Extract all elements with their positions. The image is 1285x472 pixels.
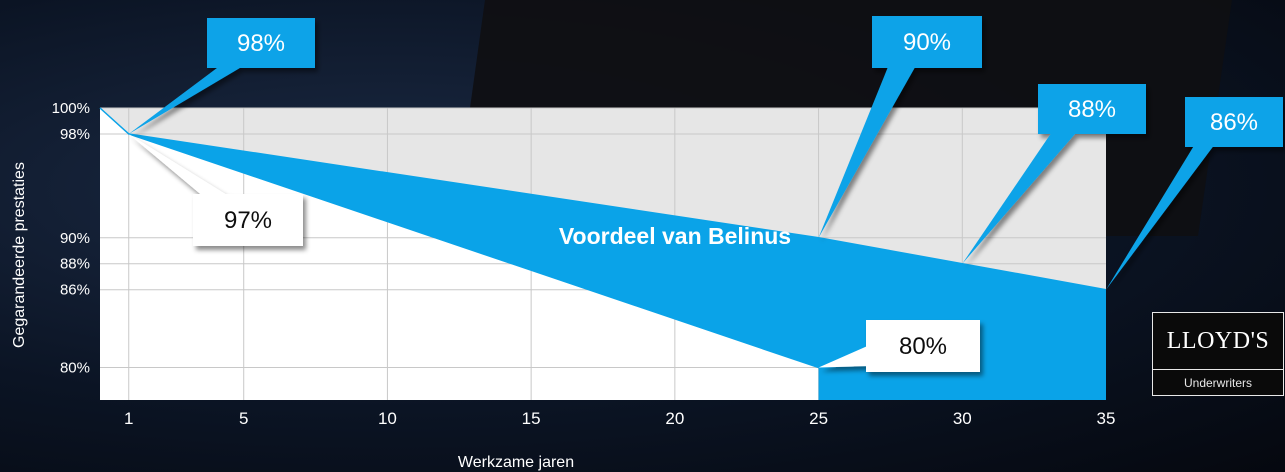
x-axis-title: Werkzame jaren xyxy=(458,454,574,471)
y-tick-label: 88% xyxy=(60,256,90,273)
callout-98-pct: 98% xyxy=(128,18,315,134)
callout-box xyxy=(872,16,982,68)
callout-box xyxy=(193,194,303,246)
x-tick-label: 15 xyxy=(522,409,541,428)
callout-86-pct: 86% xyxy=(1106,97,1283,290)
callout-label: 88% xyxy=(1068,96,1116,123)
x-tick-label: 25 xyxy=(809,409,828,428)
y-tick-label: 86% xyxy=(60,282,90,299)
x-tick-label: 30 xyxy=(953,409,972,428)
callout-pointer xyxy=(962,126,1082,264)
callout-label: 90% xyxy=(903,29,951,56)
callout-label: 97% xyxy=(224,207,272,234)
callout-box xyxy=(866,320,980,372)
y-tick-label: 100% xyxy=(52,100,90,117)
region-label: Voordeel van Belinus xyxy=(559,223,791,249)
callout-pointer xyxy=(818,344,872,368)
logo-name: LLOYD'S xyxy=(1153,313,1283,370)
x-tick-label: 20 xyxy=(665,409,684,428)
callout-97-pct: 97% xyxy=(128,133,303,246)
callout-90-pct: 90% xyxy=(818,16,982,238)
callout-box xyxy=(1038,84,1146,134)
callout-label: 98% xyxy=(237,30,285,57)
x-tick-label: 35 xyxy=(1097,409,1116,428)
x-tick-label: 1 xyxy=(124,409,133,428)
y-axis-title: Gegarandeerde prestaties xyxy=(11,162,28,348)
callout-pointer xyxy=(128,62,250,134)
callout-pointer xyxy=(1106,144,1215,290)
backdrop-panel xyxy=(470,0,1232,236)
y-tick-label: 90% xyxy=(60,230,90,247)
lloyds-logo: LLOYD'S Underwriters xyxy=(1152,312,1284,396)
callout-box xyxy=(1185,97,1283,147)
callout-88-pct: 88% xyxy=(962,84,1146,264)
x-tick-label: 10 xyxy=(378,409,397,428)
callout-label: 86% xyxy=(1210,109,1258,136)
y-tick-label: 98% xyxy=(60,126,90,143)
logo-subtitle: Underwriters xyxy=(1183,376,1252,390)
x-tick-label: 5 xyxy=(239,409,248,428)
advantage-area xyxy=(128,133,1106,400)
y-tick-label: 80% xyxy=(60,360,90,377)
callout-pointer xyxy=(128,133,232,198)
callout-box xyxy=(207,18,315,68)
callout-pointer xyxy=(818,62,918,238)
callout-label: 80% xyxy=(899,333,947,360)
callout-80-pct: 80% xyxy=(818,320,980,372)
